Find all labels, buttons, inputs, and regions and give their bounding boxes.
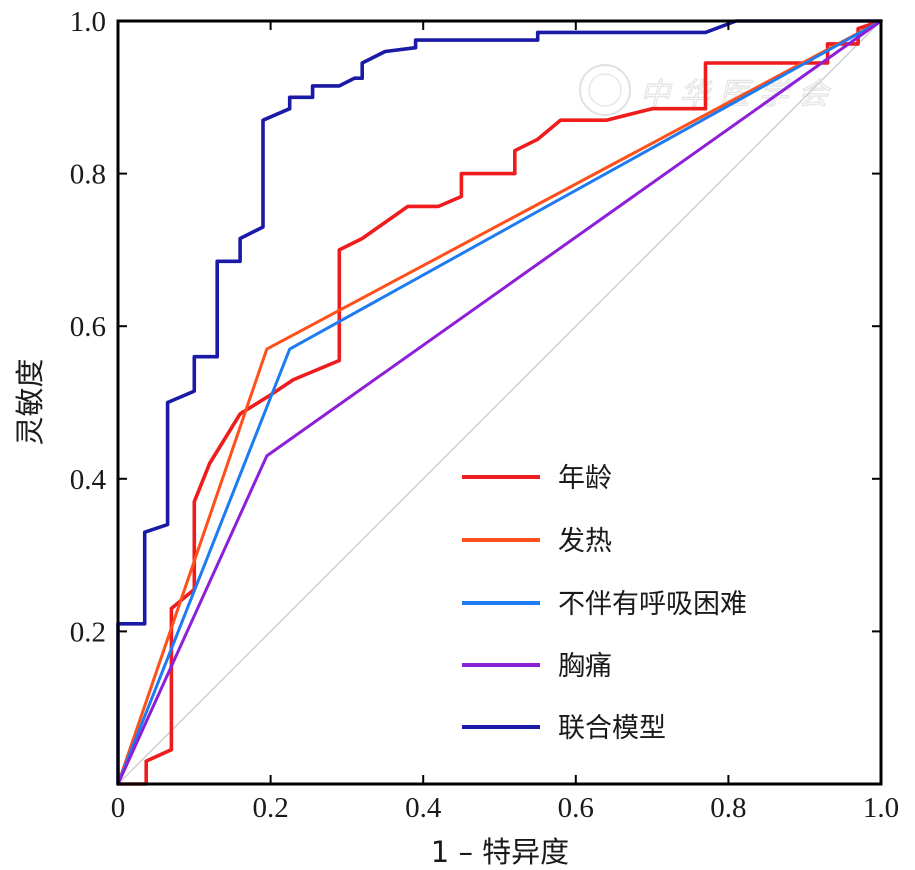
x-tick-label: 0.6	[558, 792, 594, 824]
reference-line	[117, 20, 882, 785]
legend-label-fever: 发热	[558, 526, 612, 557]
x-tick-label: 1.0	[863, 792, 899, 824]
series-layer	[116, 19, 883, 786]
legend-label-chest-pain: 胸痛	[558, 651, 612, 682]
y-tick-label: 1.0	[70, 6, 106, 38]
x-tick-label: 0.4	[405, 792, 442, 824]
series-line-fever	[116, 19, 883, 786]
x-tick-label: 0.2	[252, 792, 288, 824]
x-tick-label: 0.8	[710, 792, 746, 824]
legend-label-no-dyspnea: 不伴有呼吸困难	[558, 589, 747, 620]
axis-ticks: 0 0.2 0.4 0.6 0.8 1.0 0.2 0.4 0.6 0.8 1.0	[70, 6, 899, 824]
watermark-seal-inner-icon	[588, 73, 622, 107]
reference-diagonal	[117, 20, 882, 785]
y-tick-label: 0.6	[70, 311, 106, 343]
y-axis-title: 灵敏度	[13, 358, 47, 445]
legend: 年龄 发热 不伴有呼吸困难 胸痛 联合模型	[462, 463, 747, 744]
y-tick-label: 0.4	[70, 464, 107, 496]
plot-frame	[116, 19, 883, 786]
y-tick-label: 0.2	[70, 616, 106, 648]
series-line-combined-model	[116, 19, 883, 786]
y-tick-label: 0.8	[70, 159, 106, 191]
legend-label-age: 年龄	[558, 463, 612, 494]
series-line-chest-pain	[116, 19, 883, 786]
watermark-seal-icon	[579, 64, 631, 116]
watermark: 中 华 医 学 会	[579, 64, 832, 116]
x-tick-label: 0	[111, 792, 126, 824]
series-line-no-dyspnea	[116, 19, 883, 786]
x-axis-title: 1 – 特异度	[431, 835, 569, 869]
watermark-text: 中 华 医 学 会	[640, 77, 831, 112]
legend-label-combined-model: 联合模型	[558, 713, 666, 744]
